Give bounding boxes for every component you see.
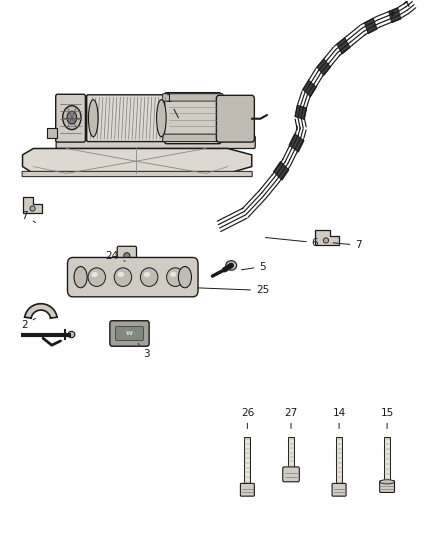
Ellipse shape	[88, 100, 98, 136]
Text: 2: 2	[21, 318, 35, 330]
Text: 15: 15	[381, 408, 394, 429]
FancyBboxPatch shape	[380, 481, 395, 492]
FancyBboxPatch shape	[162, 134, 223, 142]
FancyBboxPatch shape	[162, 94, 223, 101]
Text: 1: 1	[166, 94, 178, 118]
Ellipse shape	[67, 111, 77, 124]
Ellipse shape	[124, 253, 130, 259]
FancyBboxPatch shape	[288, 437, 294, 469]
Polygon shape	[295, 105, 307, 119]
Polygon shape	[389, 8, 401, 23]
FancyBboxPatch shape	[117, 262, 138, 268]
Polygon shape	[303, 80, 316, 96]
FancyBboxPatch shape	[67, 257, 198, 297]
FancyBboxPatch shape	[116, 327, 144, 341]
Ellipse shape	[91, 272, 98, 277]
FancyBboxPatch shape	[336, 437, 342, 484]
Text: 7: 7	[21, 211, 35, 222]
Ellipse shape	[63, 106, 81, 130]
FancyBboxPatch shape	[244, 437, 251, 484]
Polygon shape	[22, 149, 252, 173]
Ellipse shape	[30, 206, 35, 211]
Ellipse shape	[74, 266, 87, 288]
Text: 26: 26	[241, 408, 254, 429]
Polygon shape	[46, 128, 57, 138]
Text: 14: 14	[332, 408, 346, 429]
FancyBboxPatch shape	[332, 483, 346, 496]
Ellipse shape	[323, 238, 328, 243]
FancyBboxPatch shape	[216, 95, 254, 142]
FancyBboxPatch shape	[164, 93, 221, 144]
Text: 25: 25	[198, 286, 269, 295]
Text: 5: 5	[241, 262, 266, 271]
Polygon shape	[364, 18, 377, 34]
Ellipse shape	[117, 272, 124, 277]
FancyBboxPatch shape	[283, 467, 299, 482]
FancyBboxPatch shape	[56, 136, 255, 149]
FancyBboxPatch shape	[240, 483, 254, 496]
Text: 24: 24	[106, 251, 125, 261]
FancyBboxPatch shape	[22, 171, 252, 176]
Ellipse shape	[114, 268, 132, 286]
Polygon shape	[315, 230, 339, 245]
FancyBboxPatch shape	[87, 95, 168, 142]
Ellipse shape	[156, 100, 166, 136]
FancyBboxPatch shape	[56, 94, 85, 142]
Text: 3: 3	[138, 344, 150, 359]
Polygon shape	[337, 38, 350, 54]
Ellipse shape	[380, 480, 395, 484]
Ellipse shape	[141, 268, 158, 286]
FancyBboxPatch shape	[385, 437, 390, 482]
Text: 6: 6	[265, 238, 318, 247]
Ellipse shape	[226, 261, 237, 270]
Polygon shape	[273, 161, 289, 180]
Text: 7: 7	[333, 240, 362, 250]
Text: W: W	[126, 331, 133, 336]
Text: 27: 27	[284, 408, 298, 429]
Ellipse shape	[166, 268, 184, 286]
Ellipse shape	[144, 272, 150, 277]
Ellipse shape	[68, 332, 75, 338]
Polygon shape	[317, 59, 331, 75]
FancyBboxPatch shape	[110, 321, 149, 346]
Ellipse shape	[178, 266, 191, 288]
Polygon shape	[23, 197, 42, 213]
Polygon shape	[289, 134, 304, 152]
FancyBboxPatch shape	[117, 246, 137, 265]
Ellipse shape	[88, 268, 106, 286]
Polygon shape	[25, 304, 57, 318]
Ellipse shape	[170, 272, 177, 277]
